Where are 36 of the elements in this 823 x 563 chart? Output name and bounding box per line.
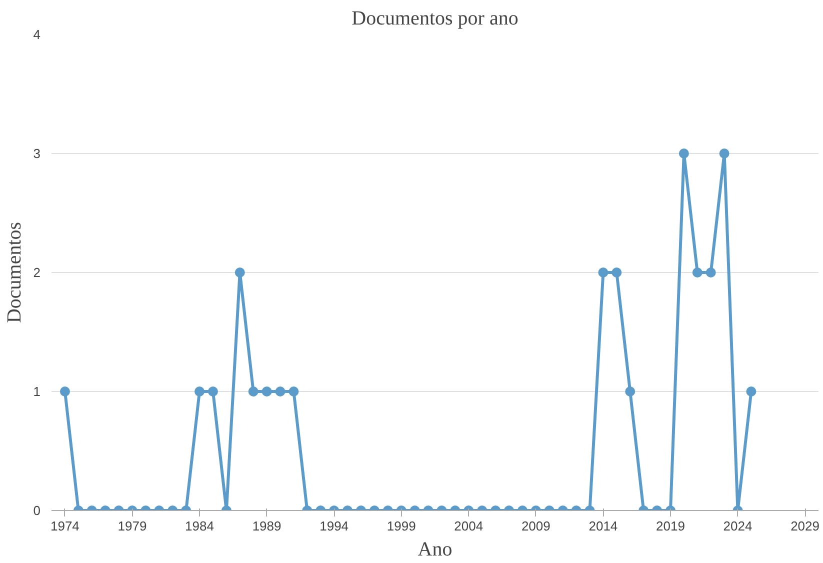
point xyxy=(234,268,245,278)
point xyxy=(692,268,702,278)
y-tick-label: 4 xyxy=(33,27,41,42)
point xyxy=(706,268,716,278)
y-axis-title: Documentos xyxy=(3,222,26,324)
x-tick-label: 2014 xyxy=(588,518,618,534)
point xyxy=(625,386,636,396)
y-tick-label: 2 xyxy=(33,265,41,280)
point xyxy=(678,148,689,158)
point xyxy=(746,386,756,396)
point xyxy=(208,386,218,396)
x-tick-label: 2009 xyxy=(521,518,550,534)
x-tick-label: 1989 xyxy=(252,518,282,534)
point xyxy=(194,386,205,396)
y-tick-label: 0 xyxy=(33,503,41,518)
point xyxy=(288,386,299,396)
point xyxy=(719,148,730,158)
point xyxy=(262,386,272,396)
x-tick-label: 1979 xyxy=(118,518,147,534)
chart-title: Documentos por ano xyxy=(352,8,518,30)
point xyxy=(248,386,258,396)
x-tick-label: 1994 xyxy=(320,518,349,534)
point xyxy=(275,386,286,396)
x-tick-label: 1984 xyxy=(185,518,214,534)
y-tick-label: 3 xyxy=(33,146,41,161)
x-tick-label: 1974 xyxy=(50,518,80,534)
point xyxy=(612,268,622,278)
x-axis-title: Ano xyxy=(418,538,452,560)
x-tick-label: 2019 xyxy=(656,518,685,534)
y-tick-label: 1 xyxy=(33,384,41,399)
x-tick-label: 1999 xyxy=(386,518,416,534)
x-tick-label: 2004 xyxy=(454,518,484,534)
x-tick-label: 2024 xyxy=(723,518,752,534)
x-tick-label: 2029 xyxy=(790,518,820,534)
point xyxy=(598,268,608,278)
point xyxy=(60,386,70,396)
